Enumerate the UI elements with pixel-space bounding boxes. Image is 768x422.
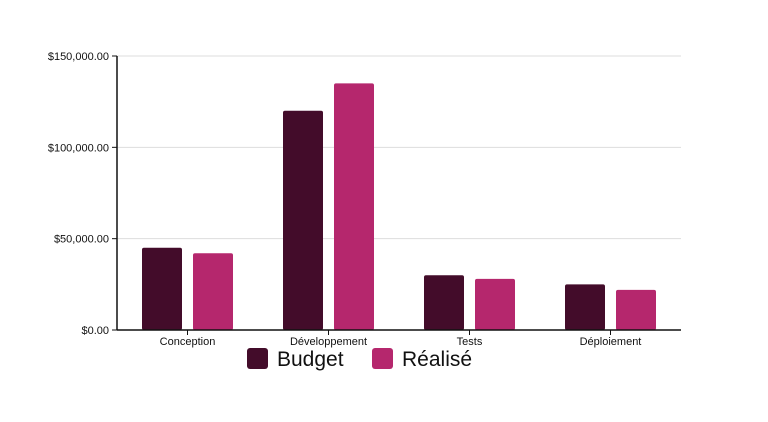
y-tick-label: $0.00	[81, 325, 109, 337]
x-tick-label: Tests	[457, 336, 483, 348]
x-tick-labels: Conception Développement Tests Déploiement	[160, 330, 642, 348]
x-tick-label: Développement	[290, 336, 367, 348]
y-tick-label: $50,000.00	[54, 234, 109, 246]
bar-budget	[142, 247, 182, 330]
gridlines	[117, 55, 681, 240]
bar-budget	[283, 110, 323, 330]
x-tick-label: Déploiement	[580, 336, 642, 348]
legend-label: Budget	[277, 348, 344, 371]
legend-swatch	[247, 348, 268, 369]
bar-budget	[565, 284, 605, 330]
bars	[142, 83, 656, 331]
x-tick-label: Conception	[160, 336, 216, 348]
legend-swatch	[372, 348, 393, 369]
legend-label: Réalisé	[402, 348, 472, 371]
bar-realise	[193, 253, 233, 330]
legend: Budget Réalisé	[247, 348, 472, 371]
bar-budget	[424, 275, 464, 330]
y-tick-labels: $0.00 $50,000.00 $100,000.00 $150,000.00	[48, 51, 117, 337]
y-tick-label: $150,000.00	[48, 51, 109, 63]
bar-realise	[616, 289, 656, 330]
y-tick-label: $100,000.00	[48, 142, 109, 154]
bar-realise	[334, 83, 374, 331]
bar-realise	[475, 278, 515, 330]
axes	[116, 56, 681, 331]
